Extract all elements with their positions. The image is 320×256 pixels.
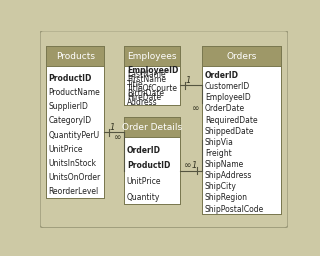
FancyBboxPatch shape [203, 66, 281, 214]
Text: ProductID: ProductID [49, 74, 92, 83]
Text: ProductName: ProductName [49, 88, 100, 97]
Text: ShipVia: ShipVia [205, 138, 234, 147]
Text: OrderDate: OrderDate [205, 104, 245, 113]
Text: OrderID: OrderID [127, 146, 161, 155]
FancyBboxPatch shape [124, 47, 180, 66]
Text: $\infty$: $\infty$ [191, 104, 199, 113]
Text: ShipCity: ShipCity [205, 182, 237, 191]
Text: OrderID: OrderID [205, 71, 239, 80]
Text: UnitPrice: UnitPrice [127, 177, 161, 186]
Text: Freight: Freight [205, 149, 232, 158]
Text: LastName: LastName [127, 70, 165, 79]
Text: CategoryID: CategoryID [49, 116, 92, 125]
Text: CustomerID: CustomerID [205, 82, 250, 91]
FancyBboxPatch shape [124, 118, 180, 137]
Text: $\infty$: $\infty$ [183, 161, 192, 170]
FancyBboxPatch shape [46, 47, 104, 66]
Text: QuantityPerU: QuantityPerU [49, 131, 100, 140]
Text: UnitPrice: UnitPrice [49, 145, 83, 154]
Text: HireDate: HireDate [127, 93, 161, 102]
Text: UnitsOnOrder: UnitsOnOrder [49, 173, 101, 182]
Text: Address: Address [127, 98, 157, 107]
Text: ShipAddress: ShipAddress [205, 171, 252, 180]
Text: ReorderLevel: ReorderLevel [49, 187, 99, 196]
Text: 1: 1 [110, 123, 115, 132]
Text: UnitsInStock: UnitsInStock [49, 159, 97, 168]
Text: $\infty$: $\infty$ [113, 133, 121, 142]
Text: ShipRegion: ShipRegion [205, 194, 248, 202]
Text: ShipName: ShipName [205, 160, 244, 169]
Text: SupplierID: SupplierID [49, 102, 89, 111]
Text: TitleOfCourte: TitleOfCourte [127, 84, 178, 93]
Text: EmployeeID: EmployeeID [205, 93, 251, 102]
Text: BirthDate: BirthDate [127, 89, 164, 98]
Text: Order Details: Order Details [122, 123, 182, 132]
FancyBboxPatch shape [40, 31, 288, 228]
Text: Title: Title [127, 80, 143, 89]
Text: Products: Products [56, 52, 95, 61]
FancyBboxPatch shape [46, 66, 104, 198]
Text: Employees: Employees [127, 52, 177, 61]
Text: EmployeeID: EmployeeID [127, 66, 178, 75]
Text: ShipPostalCode: ShipPostalCode [205, 205, 264, 214]
FancyBboxPatch shape [124, 137, 180, 204]
FancyBboxPatch shape [124, 66, 180, 105]
Text: 1: 1 [185, 76, 191, 85]
Text: 1: 1 [192, 161, 197, 170]
Text: RequiredDate: RequiredDate [205, 116, 258, 125]
FancyBboxPatch shape [203, 47, 281, 66]
Text: ShippedDate: ShippedDate [205, 127, 254, 136]
Text: ProductID: ProductID [127, 162, 170, 170]
Text: Quantity: Quantity [127, 193, 160, 202]
Text: FirstName: FirstName [127, 75, 166, 84]
Text: Orders: Orders [226, 52, 257, 61]
